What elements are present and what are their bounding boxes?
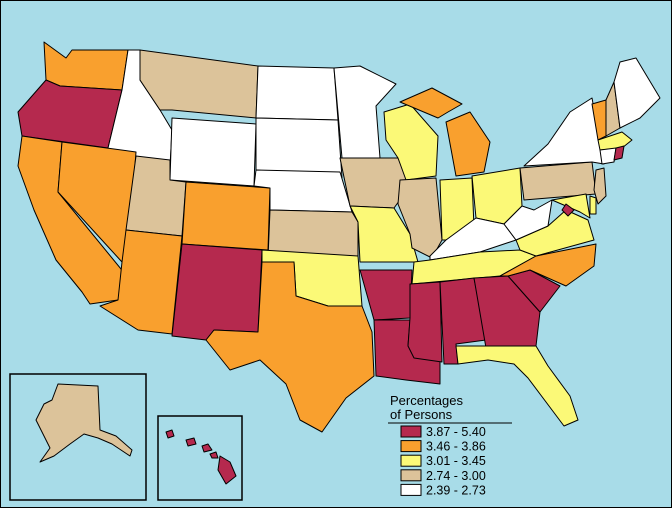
state-delaware[interactable]: [589, 195, 597, 215]
state-michigan[interactable]: [399, 87, 491, 177]
state-wisconsin[interactable]: [383, 103, 439, 181]
state-virginia[interactable]: [515, 209, 595, 257]
legend-label: 2.39 - 2.73: [426, 483, 486, 497]
legend-label: 3.46 - 3.86: [426, 440, 486, 454]
legend-title-line1: Percentages: [390, 393, 463, 408]
alaska-inset-frame: [9, 373, 147, 501]
legend: Percentages of Persons 3.87 - 5.403.46 -…: [388, 393, 512, 497]
state-new-jersey[interactable]: [593, 167, 607, 205]
legend-label: 2.74 - 3.00: [426, 469, 486, 483]
state-new-york[interactable]: [523, 97, 605, 167]
state-connecticut[interactable]: [599, 147, 617, 165]
state-maine[interactable]: [613, 57, 661, 129]
state-north-carolina[interactable]: [499, 243, 597, 287]
legend-swatch: [400, 469, 422, 482]
state-south-dakota[interactable]: [255, 117, 343, 179]
state-florida[interactable]: [455, 345, 579, 427]
legend-title-line2: of Persons: [390, 407, 453, 422]
state-arkansas[interactable]: [359, 269, 413, 321]
state-hawaii[interactable]: [165, 429, 237, 485]
state-texas[interactable]: [205, 261, 375, 433]
legend-label: 3.01 - 3.45: [426, 454, 486, 468]
hawaii-inset-frame: [157, 415, 243, 501]
state-new-mexico[interactable]: [171, 243, 263, 341]
state-colorado[interactable]: [181, 181, 271, 251]
legend-swatch: [400, 454, 422, 467]
legend-swatch: [400, 440, 422, 453]
state-washington[interactable]: [43, 41, 129, 91]
state-mississippi[interactable]: [407, 281, 443, 363]
legend-swatch: [400, 425, 422, 438]
state-north-dakota[interactable]: [255, 65, 339, 121]
state-massachusetts[interactable]: [597, 131, 633, 151]
legend-swatch: [400, 483, 422, 496]
state-alaska[interactable]: [35, 383, 133, 463]
state-rhode-island[interactable]: [613, 145, 625, 161]
state-dc[interactable]: [561, 203, 575, 217]
state-arizona[interactable]: [99, 229, 183, 335]
legend-label: 3.87 - 5.40: [426, 425, 486, 439]
state-illinois[interactable]: [397, 177, 443, 259]
state-wyoming[interactable]: [169, 117, 257, 187]
